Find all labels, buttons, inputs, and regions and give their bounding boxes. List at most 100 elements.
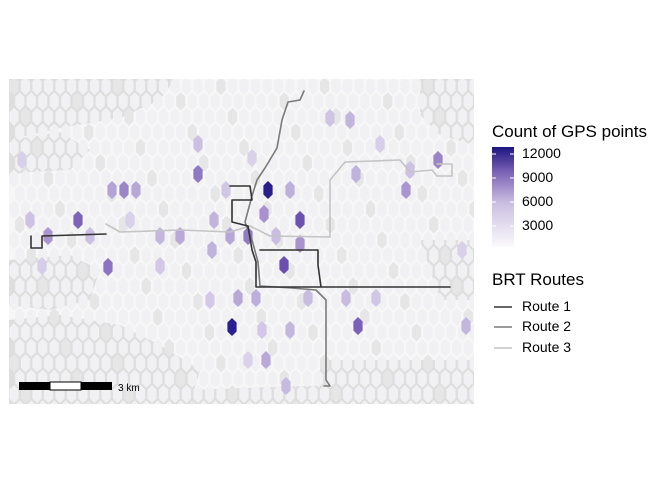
hexbin-tile [383,184,393,203]
hexbin-tile [273,107,284,126]
hexbin-tile [141,338,151,357]
hexbin-tile [176,246,186,265]
hexbin-tile [245,277,255,296]
hexbin-tile [43,79,54,95]
hexbin-tile [210,277,220,296]
hexbin-tile [38,215,48,234]
hexbin-tile [434,323,445,342]
hexbin-tile [348,246,358,265]
hexbin-tile [101,292,111,311]
hexbin-tile [407,400,415,404]
hexbin-tile [360,123,370,142]
hexbin-tile [130,369,140,388]
hexbin-tile [429,92,439,111]
hexbin-tile [135,107,146,126]
hexbin-tile [164,308,174,326]
hexbin-tile [227,354,238,373]
hexbin-tile [342,385,353,403]
hexbin-tile [193,385,203,403]
hexbin-tile [15,215,25,234]
hexbin-tile [78,323,88,342]
hexbin-tile [268,308,278,326]
hexbin-tile [377,261,387,280]
colorbar-label-6000: 6000 [522,193,554,209]
hexbin-tile [388,79,399,95]
hexbin-tile [452,184,462,203]
hexbin-tile [268,92,278,111]
hexbin-tile [233,369,243,388]
hexbin-density-cell [175,227,185,245]
hexbin-tile [20,292,31,311]
hexbin-tile [135,354,146,373]
hexbin-tile [61,338,71,357]
hexbin-tile [187,338,197,357]
hexbin-tile [245,92,255,111]
hexbin-tile [349,400,357,404]
hexbin-tile [291,308,301,326]
hexbin-tile [239,200,249,219]
hexbin-tile [147,292,157,311]
hexbin-tile [262,107,272,126]
hexbin-tile [388,261,399,280]
hexbin-tile [124,231,134,249]
hexbin-tile [9,292,19,311]
hexbin-tile [354,200,364,219]
hexbin-tile [9,323,19,342]
hexbin-tile [423,200,433,219]
hexbin-tile [475,123,484,141]
hexbin-tile [84,184,94,203]
hexbin-tile [411,292,422,311]
hexbin-tile [170,261,180,280]
hexbin-density-cell [371,289,381,307]
hexbin-tile [296,354,307,373]
hexbin-density-cell [193,135,203,153]
hexbin-tile [239,385,249,403]
hexbin-tile [216,79,226,95]
hexbin-tile [135,169,146,188]
hexbin-tile [417,369,427,388]
hexbin-tile [400,292,410,311]
hexbin-tile [262,292,272,311]
hexbin-tile [112,261,123,280]
hexbin-tile [423,79,433,95]
hexbin-tile [250,169,261,188]
hexbin-tile [394,338,404,357]
hexbin-tile [400,261,410,280]
hexbin-tile [222,92,232,111]
hexbin-tile [308,323,318,342]
hexbin-tile [331,292,341,311]
hexbin-tile [417,215,427,234]
hexbin-tile [101,169,111,188]
hexbin-density-cell [353,317,363,335]
hexbin-tile [38,123,48,142]
hexbin-tile [9,385,19,403]
hexbin-tile [383,215,393,234]
hexbin-tile [423,385,433,403]
hexbin-tile [170,292,180,311]
hexbin-tile [354,107,364,126]
hexbin-tile [365,385,376,403]
hexbin-density-cell [405,161,415,179]
hexbin-tile [319,200,330,219]
hexbin-tile [170,354,180,373]
hexbin-density-cell [375,135,385,153]
hexbin-tile [233,277,243,296]
hexbin-tile [452,92,462,111]
hexbin-tile [9,79,19,95]
hexbin-tile [469,200,474,219]
hexbin-tile [233,246,243,265]
hexbin-density-cell [25,211,35,229]
hexbin-tile [292,400,300,404]
hexbin-tile [147,79,157,95]
hexbin-tile [302,215,312,234]
hexbin-tile [204,169,215,188]
hexbin-tile [337,123,347,142]
hexbin-tile [377,200,387,219]
hexbin-tile [446,323,456,342]
hexbin-tile [112,385,123,403]
hexbin-tile [193,323,203,342]
hexbin-tile [187,215,197,234]
hexbin-tile [20,354,31,373]
hexbin-tile [417,184,427,203]
hexbin-tile [308,169,318,188]
